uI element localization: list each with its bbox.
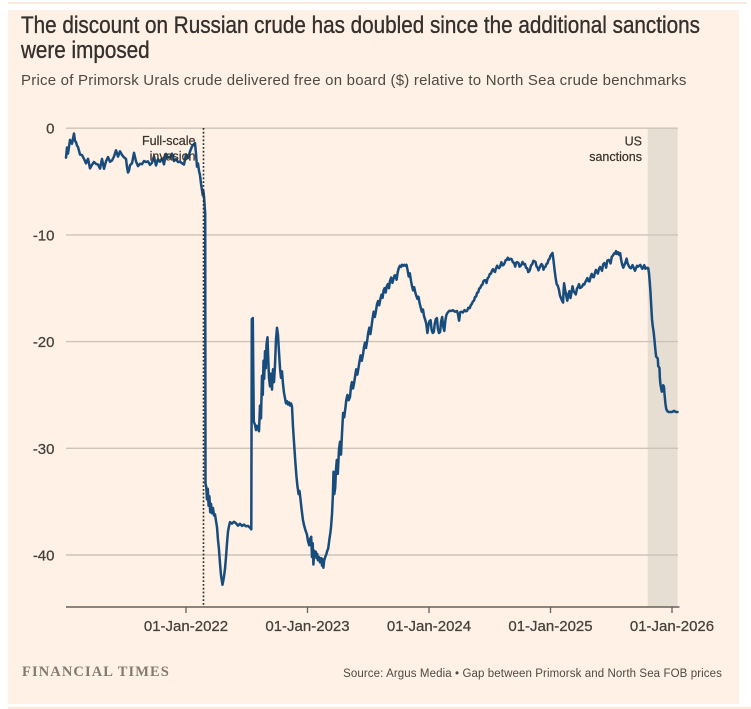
svg-text:-10: -10 <box>33 227 55 244</box>
svg-text:sanctions: sanctions <box>589 150 642 164</box>
svg-text:-30: -30 <box>33 441 55 458</box>
svg-text:0: 0 <box>46 121 54 138</box>
svg-text:01-Jan-2022: 01-Jan-2022 <box>144 618 228 635</box>
svg-text:-20: -20 <box>33 334 55 351</box>
svg-text:01-Jan-2025: 01-Jan-2025 <box>508 618 592 635</box>
svg-text:-40: -40 <box>33 548 55 565</box>
svg-text:01-Jan-2026: 01-Jan-2026 <box>630 618 714 635</box>
svg-text:Full-scale: Full-scale <box>142 134 196 148</box>
svg-text:01-Jan-2023: 01-Jan-2023 <box>265 618 349 635</box>
svg-text:US: US <box>625 134 642 148</box>
svg-text:invasion: invasion <box>150 150 196 164</box>
svg-text:01-Jan-2024: 01-Jan-2024 <box>387 618 471 635</box>
